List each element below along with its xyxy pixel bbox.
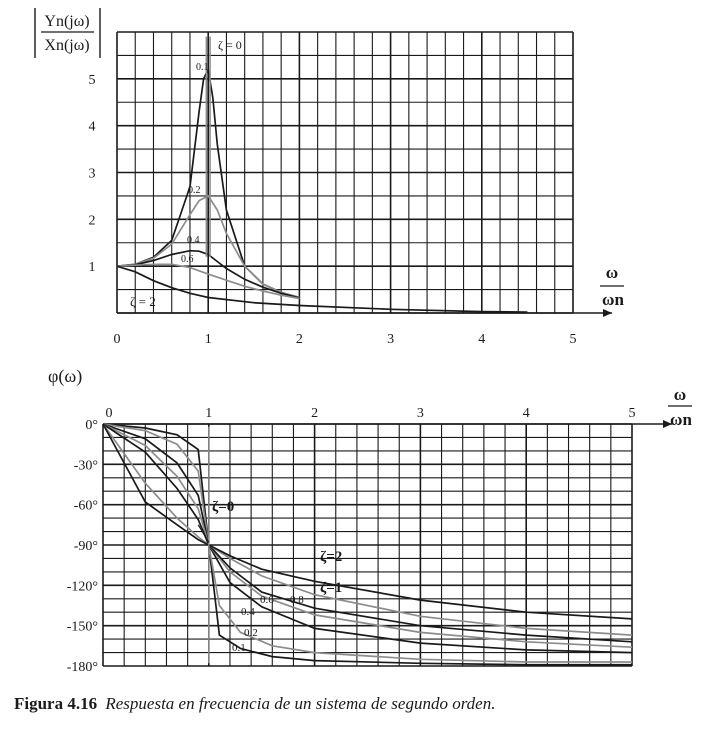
magnitude-series-line [116,265,528,313]
phase-series-line [102,423,633,643]
phase-grid [102,420,672,667]
magnitude-y-tick-label: 1 [89,260,96,275]
magnitude-x-tick-label: 3 [387,332,394,347]
magnitude-x-tick-label: 5 [570,332,577,347]
phase-annotation-0-4: 0.4 [241,606,255,618]
phase-annotation-zeta-2: ζ=2 [320,549,342,565]
phase-x-label-numerator: ω [674,385,686,404]
phase-x-tick-label: 3 [417,406,424,421]
magnitude-y-label-numerator: Yn(jω) [44,13,89,30]
phase-series-line [102,423,632,666]
phase-y-tick-label: -120° [67,579,98,594]
phase-series-line [102,423,633,636]
magnitude-x-label-numerator: ω [606,263,618,282]
phase-zeta0-arrow [197,524,210,543]
phase-annotation-0-8: 0.8 [290,594,304,606]
magnitude-annotation-0-6: 0.6 [181,254,194,265]
magnitude-x-tick-label: 1 [205,332,212,347]
magnitude-annotation-0-4: 0.4 [187,235,200,246]
phase-x-tick-label: 2 [311,406,318,421]
phase-y-ticks: 0° -30° -60° -90° -120° -150° -180° [67,418,98,675]
phase-x-tick-label: 0 [106,406,113,421]
magnitude-y-tick-label: 5 [89,73,96,88]
magnitude-x-tick-label: 4 [478,332,485,347]
phase-y-label: φ(ω) [48,366,82,387]
magnitude-chart: 0 1 2 3 4 5 1 2 3 4 5 Yn(jω) Xn(jω) ω ωn ζ = 0 0.… [34,8,624,347]
phase-x-axis-arrow [663,420,672,428]
magnitude-series-line [116,249,300,299]
magnitude-x-axis-arrow [603,309,612,317]
magnitude-x-label: ω ωn [600,263,624,309]
phase-y-tick-label: -150° [67,620,98,635]
magnitude-x-tick-label: 0 [114,332,121,347]
phase-x-label-denominator: ωn [670,410,692,429]
magnitude-annotation-0-1: 0.1 [196,62,209,73]
magnitude-series-line [116,263,300,300]
phase-annotation-0-2: 0.2 [244,627,258,639]
phase-x-label: ω ωn [668,385,692,429]
magnitude-y-tick-label: 2 [89,213,96,228]
magnitude-y-label: Yn(jω) Xn(jω) [34,8,101,58]
magnitude-x-tick-label: 2 [296,332,303,347]
phase-annotation-zeta-1: ζ=1 [320,580,342,596]
phase-y-tick-label: -30° [74,458,98,473]
phase-y-tick-label: -180° [67,660,98,675]
magnitude-y-tick-label: 3 [89,167,96,182]
phase-y-tick-label: -90° [74,539,98,554]
figure-caption-label: Figura 4.16 [14,694,98,713]
phase-annotation-0-6: 0.6 [260,594,274,606]
magnitude-grid [116,31,612,317]
magnitude-annotation-zeta-2: ζ = 2 [130,294,156,309]
magnitude-y-tick-label: 4 [89,120,96,135]
phase-curves [102,423,633,666]
magnitude-x-ticks: 0 1 2 3 4 5 [114,332,577,347]
phase-annotation-0-1: 0.1 [232,642,246,654]
phase-x-tick-label: 4 [523,406,530,421]
phase-x-tick-label: 5 [629,406,636,421]
phase-annotation-zeta-0: ζ=0 [212,499,234,515]
phase-x-tick-label: 1 [205,406,212,421]
magnitude-series-line [116,194,300,299]
phase-series-line [102,423,633,654]
magnitude-annotation-zeta-0: ζ = 0 [218,38,242,52]
phase-y-tick-label: 0° [85,418,98,433]
phase-x-ticks: 0 1 2 3 4 5 [106,406,636,421]
phase-series-line [102,423,633,620]
magnitude-x-label-denominator: ωn [602,290,624,309]
phase-chart: 0 1 2 3 4 5 0° -30° -60° -90° -120° -150° -180° φ(ω… [48,366,692,675]
figure-caption-text: Respuesta en frecuencia de un sistema de… [105,694,496,713]
magnitude-y-label-denominator: Xn(jω) [44,37,89,54]
magnitude-y-ticks: 1 2 3 4 5 [89,73,96,275]
phase-series-line [102,423,633,649]
magnitude-annotation-0-2: 0.2 [188,185,201,196]
magnitude-curves [116,36,528,313]
phase-series-line [102,423,632,663]
figure-caption: Figura 4.16 Respuesta en frecuencia de u… [14,694,495,714]
phase-y-tick-label: -60° [74,499,98,514]
